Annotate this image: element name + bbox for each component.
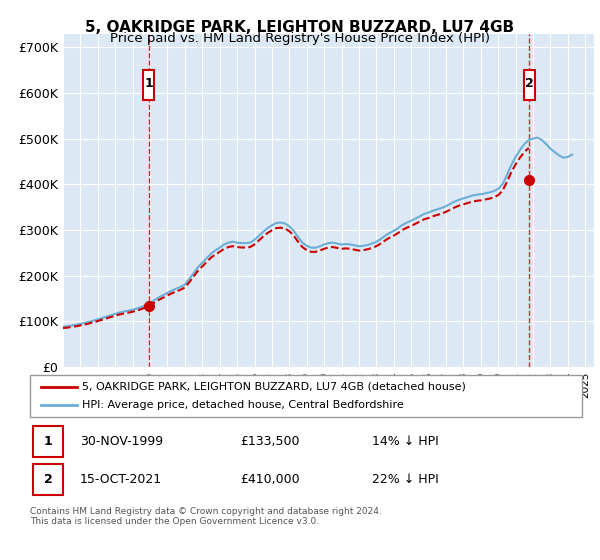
- Text: 2: 2: [525, 77, 534, 90]
- Text: 22% ↓ HPI: 22% ↓ HPI: [372, 473, 439, 486]
- Text: Price paid vs. HM Land Registry's House Price Index (HPI): Price paid vs. HM Land Registry's House …: [110, 32, 490, 45]
- Text: 30-NOV-1999: 30-NOV-1999: [80, 435, 163, 447]
- Text: 5, OAKRIDGE PARK, LEIGHTON BUZZARD, LU7 4GB (detached house): 5, OAKRIDGE PARK, LEIGHTON BUZZARD, LU7 …: [82, 382, 466, 392]
- Text: 5, OAKRIDGE PARK, LEIGHTON BUZZARD, LU7 4GB: 5, OAKRIDGE PARK, LEIGHTON BUZZARD, LU7 …: [85, 20, 515, 35]
- Text: £410,000: £410,000: [240, 473, 299, 486]
- Text: Contains HM Land Registry data © Crown copyright and database right 2024.
This d: Contains HM Land Registry data © Crown c…: [30, 507, 382, 526]
- FancyBboxPatch shape: [33, 426, 63, 456]
- FancyBboxPatch shape: [33, 464, 63, 494]
- FancyBboxPatch shape: [143, 70, 154, 100]
- Text: 14% ↓ HPI: 14% ↓ HPI: [372, 435, 439, 447]
- Text: HPI: Average price, detached house, Central Bedfordshire: HPI: Average price, detached house, Cent…: [82, 400, 404, 410]
- Text: 2: 2: [44, 473, 52, 486]
- FancyBboxPatch shape: [30, 375, 582, 417]
- FancyBboxPatch shape: [524, 70, 535, 100]
- Text: 15-OCT-2021: 15-OCT-2021: [80, 473, 162, 486]
- Text: £133,500: £133,500: [240, 435, 299, 447]
- Text: 1: 1: [144, 77, 153, 90]
- Text: 1: 1: [44, 435, 52, 447]
